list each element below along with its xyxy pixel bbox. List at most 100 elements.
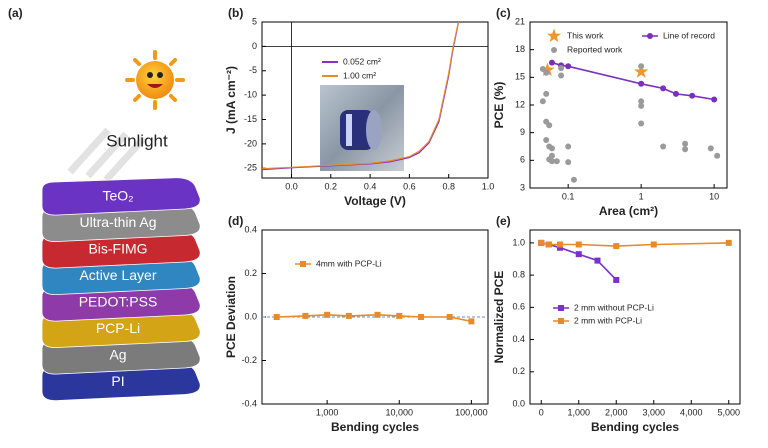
y-tick-label: -15 (244, 114, 257, 124)
star-marker (634, 64, 649, 78)
y-tick-label: -20 (244, 138, 257, 148)
circle-marker (707, 145, 714, 152)
star-marker (540, 62, 555, 76)
square-marker (557, 241, 563, 248)
circle-marker (672, 90, 679, 97)
y-tick-label: -0.4 (241, 398, 257, 408)
series-line (261, 21, 460, 170)
x-tick-label: 10 (709, 191, 719, 201)
legend-marker (300, 261, 306, 267)
y-tick-label: 3 (520, 182, 525, 192)
square-marker (345, 312, 352, 319)
square-marker (468, 318, 475, 325)
square-marker (594, 257, 601, 264)
legend-label: Line of record (663, 30, 715, 40)
y-tick-label: 0.6 (512, 302, 525, 312)
circle-marker (543, 137, 550, 144)
panel-label: (a) (8, 6, 23, 20)
circle-marker (543, 69, 550, 76)
panel-label: (e) (496, 214, 511, 228)
square-marker (613, 276, 620, 283)
y-tick-label: -25 (244, 163, 257, 173)
panel-label: (c) (496, 6, 511, 20)
plot-frame (261, 21, 489, 179)
circle-marker (565, 143, 572, 150)
y-tick-label: 0.8 (512, 269, 525, 279)
y-tick-label: 0.0 (512, 398, 525, 408)
circle-marker (553, 158, 560, 165)
y-tick-label: 0.4 (512, 334, 525, 344)
x-tick-label: 10,000 (385, 407, 413, 417)
layer-label: Ultra-thin Ag (79, 214, 156, 230)
x-tick-label: 0.0 (285, 181, 298, 191)
square-marker (557, 244, 563, 251)
plot-frame (529, 21, 728, 189)
x-axis-label: Bending cycles (331, 420, 419, 434)
circle-marker (548, 145, 555, 152)
circle-marker (539, 98, 546, 105)
layer-stack: PI Ag PCP-Li PEDOT:PSS Active Layer Bis-FIMG U… (41, 177, 201, 401)
square-marker (446, 314, 453, 320)
circle-marker (638, 63, 645, 70)
x-tick-label: 0.4 (364, 181, 377, 191)
caption: Sunlight (106, 131, 168, 150)
y-tick-label: -5 (249, 65, 257, 75)
y-tick-label: 0.0 (244, 311, 257, 321)
square-marker (374, 311, 381, 318)
y-axis-label: Normalized PCE (492, 271, 506, 364)
square-marker (725, 239, 732, 246)
circle-marker (682, 146, 689, 153)
layer-label: Bis-FIMG (88, 241, 147, 257)
light-beams (67, 127, 147, 183)
square-marker (545, 241, 552, 248)
plot-frame (529, 229, 741, 405)
chart-panel: (d) 1,000 10,000 100,000 -0.4 -0.2 0.0 0.2 0.4 Be… (224, 214, 489, 434)
circle-marker (543, 90, 550, 97)
circle-marker (548, 59, 555, 66)
circle-marker (558, 72, 565, 79)
y-tick-label: 0.2 (244, 268, 257, 278)
x-axis-label: Voltage (V) (344, 194, 406, 208)
legend-label: 4mm with PCP-Li (316, 258, 382, 268)
square-marker (396, 312, 403, 319)
y-axis-label: PCE Deviation (224, 276, 238, 358)
circle-marker (558, 65, 565, 72)
x-axis-label: Bending cycles (591, 420, 679, 434)
square-marker (273, 314, 280, 320)
legend-marker (558, 318, 564, 324)
series-line (541, 242, 617, 281)
circle-marker (638, 80, 645, 87)
circle-marker (711, 96, 718, 103)
legend-marker (558, 305, 564, 311)
y-tick-label: 0 (252, 41, 257, 51)
layer-label: PEDOT:PSS (79, 294, 158, 310)
x-tick-label: 2,000 (605, 407, 628, 417)
circle-marker (638, 120, 645, 127)
layer-label: PCP-Li (96, 320, 140, 336)
circle-marker (660, 143, 667, 150)
y-tick-label: -0.2 (241, 355, 257, 365)
y-tick-label: 0.2 (512, 366, 525, 376)
y-tick-label: 18 (515, 44, 525, 54)
x-tick-label: 100,000 (455, 407, 488, 417)
x-tick-label: 5,000 (717, 407, 740, 417)
circle-marker (689, 92, 696, 99)
square-marker (417, 314, 424, 320)
legend-marker (546, 28, 562, 43)
legend-marker (551, 47, 557, 53)
charts: (b) 0.0 0.2 0.4 0.6 0.8 1.0 5 0 -5 -10 -15 -20 -25 Vol… (224, 6, 741, 434)
x-tick-label: 1,000 (567, 407, 590, 417)
circle-marker (565, 63, 572, 70)
square-marker (538, 239, 545, 246)
y-tick-label: 12 (515, 99, 525, 109)
square-marker (613, 243, 620, 250)
circle-marker (570, 176, 577, 183)
chart-panel: (e) 0 1,000 2,000 3,000 4,000 5,000 0.0 0.2 0.4 0.… (492, 214, 741, 434)
legend-label: 2 mm without PCP-Li (574, 302, 654, 312)
panel-label: (b) (228, 6, 243, 20)
x-axis-label: Area (cm²) (599, 204, 658, 218)
circle-marker (565, 159, 572, 166)
panel-label: (d) (228, 214, 243, 228)
x-tick-label: 0.1 (562, 191, 575, 201)
legend-marker (647, 33, 653, 39)
